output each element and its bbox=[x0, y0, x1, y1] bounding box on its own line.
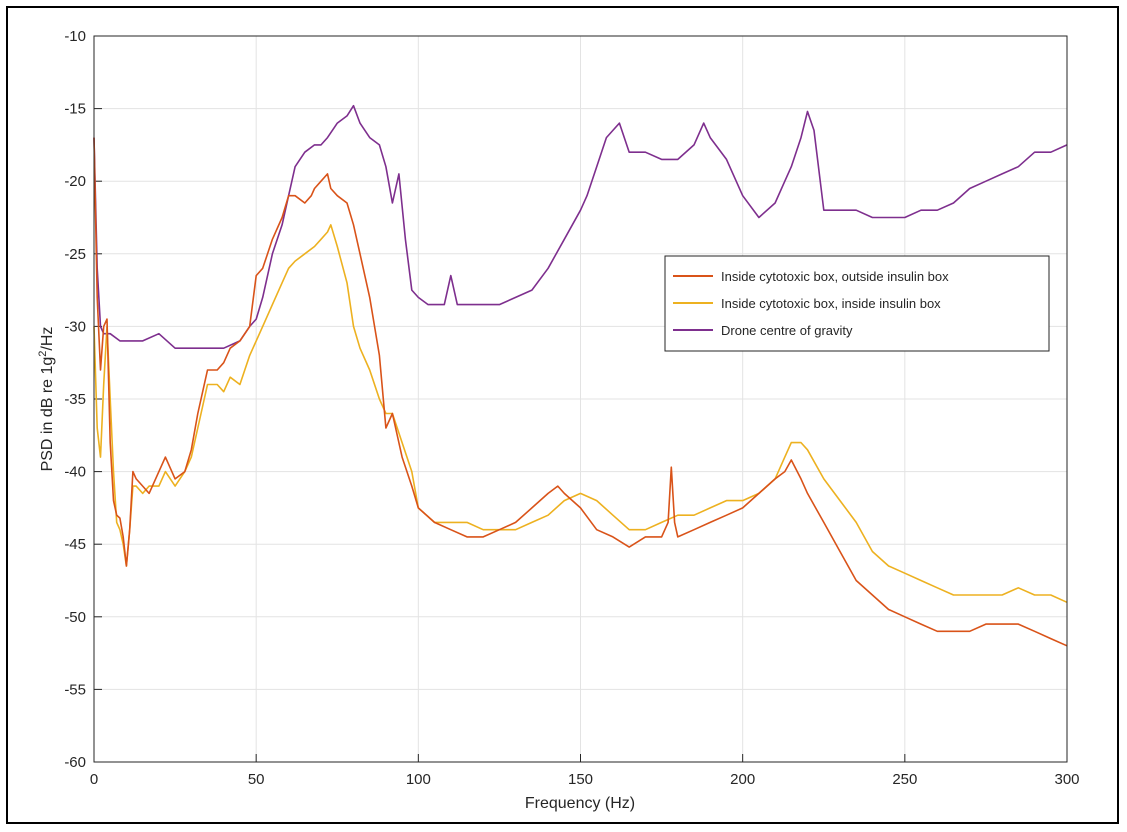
x-tick-label: 50 bbox=[248, 771, 265, 788]
y-tick-labels: -60 -55 -50 -45 -40 -35 -30 -25 -20 -15 -10 bbox=[64, 28, 86, 771]
y-axis-label-suffix: /Hz bbox=[39, 327, 56, 351]
y-axis-label-sup: 2 bbox=[37, 351, 49, 357]
y-tick-label: -35 bbox=[64, 391, 86, 408]
legend-box bbox=[664, 255, 1050, 352]
x-axis-label: Frequency (Hz) bbox=[525, 795, 635, 812]
psd-line-chart: 0 50 100 150 200 250 300 -60 -55 -50 -45 -40 -35 -30… bbox=[37, 28, 1080, 812]
series-layer bbox=[93, 104, 1068, 647]
y-tick-label: -25 bbox=[64, 246, 86, 263]
y-tick-label: -60 bbox=[64, 754, 86, 771]
x-tick-label: 100 bbox=[406, 771, 431, 788]
x-tick-label: 250 bbox=[892, 771, 917, 788]
legend-label: Drone centre of gravity bbox=[721, 323, 853, 338]
y-tick-label: -10 bbox=[64, 28, 86, 45]
x-tick-label: 300 bbox=[1054, 771, 1079, 788]
series-line-2 bbox=[93, 224, 1068, 604]
y-tick-label: -55 bbox=[64, 681, 86, 698]
x-tick-label: 150 bbox=[568, 771, 593, 788]
y-tick-label: -40 bbox=[64, 464, 86, 481]
x-tick-label: 200 bbox=[730, 771, 755, 788]
y-tick-label: -50 bbox=[64, 609, 86, 626]
y-axis-label-prefix: PSD in dB re 1g bbox=[39, 357, 56, 472]
legend: Inside cytotoxic box, outside insulin bo… bbox=[664, 255, 1050, 352]
series-line-1 bbox=[93, 137, 1068, 647]
x-tick-label: 0 bbox=[90, 771, 98, 788]
chart-frame: 0 50 100 150 200 250 300 -60 -55 -50 -45 -40 -35 -30… bbox=[6, 6, 1119, 824]
y-tick-label: -20 bbox=[64, 173, 86, 190]
y-tick-label: -15 bbox=[64, 101, 86, 118]
x-tick-labels: 0 50 100 150 200 250 300 bbox=[90, 771, 1080, 788]
plot-border bbox=[93, 35, 1068, 763]
y-tick-label: -30 bbox=[64, 318, 86, 335]
legend-label: Inside cytotoxic box, outside insulin bo… bbox=[721, 269, 949, 284]
y-tick-label: -45 bbox=[64, 536, 86, 553]
series-line-3 bbox=[93, 104, 1068, 350]
y-axis-label: PSD in dB re 1g2/Hz bbox=[37, 327, 56, 472]
legend-label: Inside cytotoxic box, inside insulin box bbox=[721, 296, 941, 311]
